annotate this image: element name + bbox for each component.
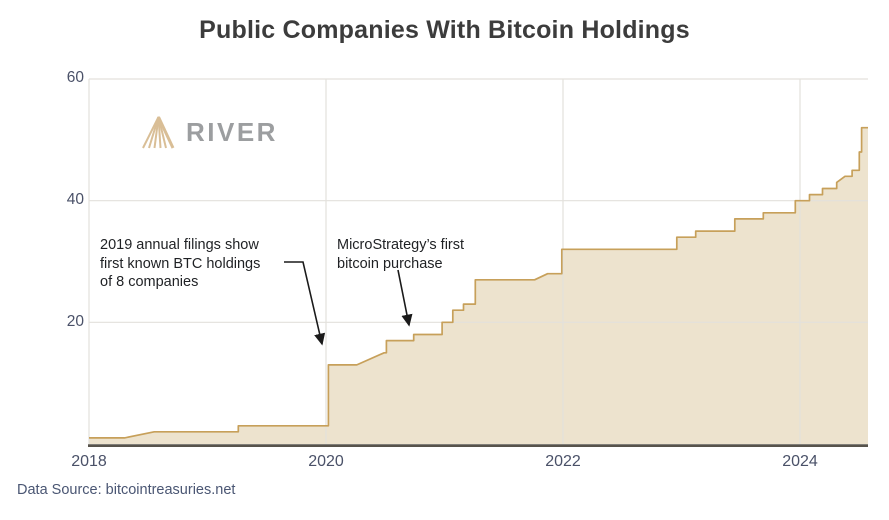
- x-tick-2024: 2024: [782, 453, 818, 470]
- annotation-2019-filings: 2019 annual filings show first known BTC…: [100, 236, 260, 292]
- annotation-line: MicroStrategy’s first: [337, 237, 465, 253]
- chart-title: Public Companies With Bitcoin Holdings: [199, 16, 690, 44]
- area-fill: [89, 127, 868, 444]
- annotation-line: 2019 annual filings show: [100, 237, 259, 253]
- x-tick-2020: 2020: [308, 453, 344, 470]
- river-logo-text: RIVER: [186, 116, 278, 147]
- annotation-arrow: [397, 269, 413, 327]
- y-tick-20: 20: [66, 313, 84, 330]
- x-tick-2018: 2018: [71, 453, 107, 470]
- annotation-arrow: [284, 261, 326, 346]
- y-tick-60: 60: [66, 69, 84, 86]
- annotation-line: bitcoin purchase: [337, 255, 443, 272]
- area-outline: [89, 126, 869, 439]
- data-source-label: Data Source: bitcointreasuries.net: [17, 482, 236, 498]
- x-tick-2022: 2022: [545, 453, 581, 470]
- y-tick-40: 40: [66, 191, 84, 208]
- annotation-line: first known BTC holdings: [100, 255, 261, 272]
- annotation-line: of 8 companies: [100, 274, 199, 290]
- annotation-microstrategy: MicroStrategy’s first bitcoin purchase: [337, 236, 464, 273]
- river-logo-icon: [142, 116, 175, 149]
- river-logo: RIVER: [141, 115, 278, 149]
